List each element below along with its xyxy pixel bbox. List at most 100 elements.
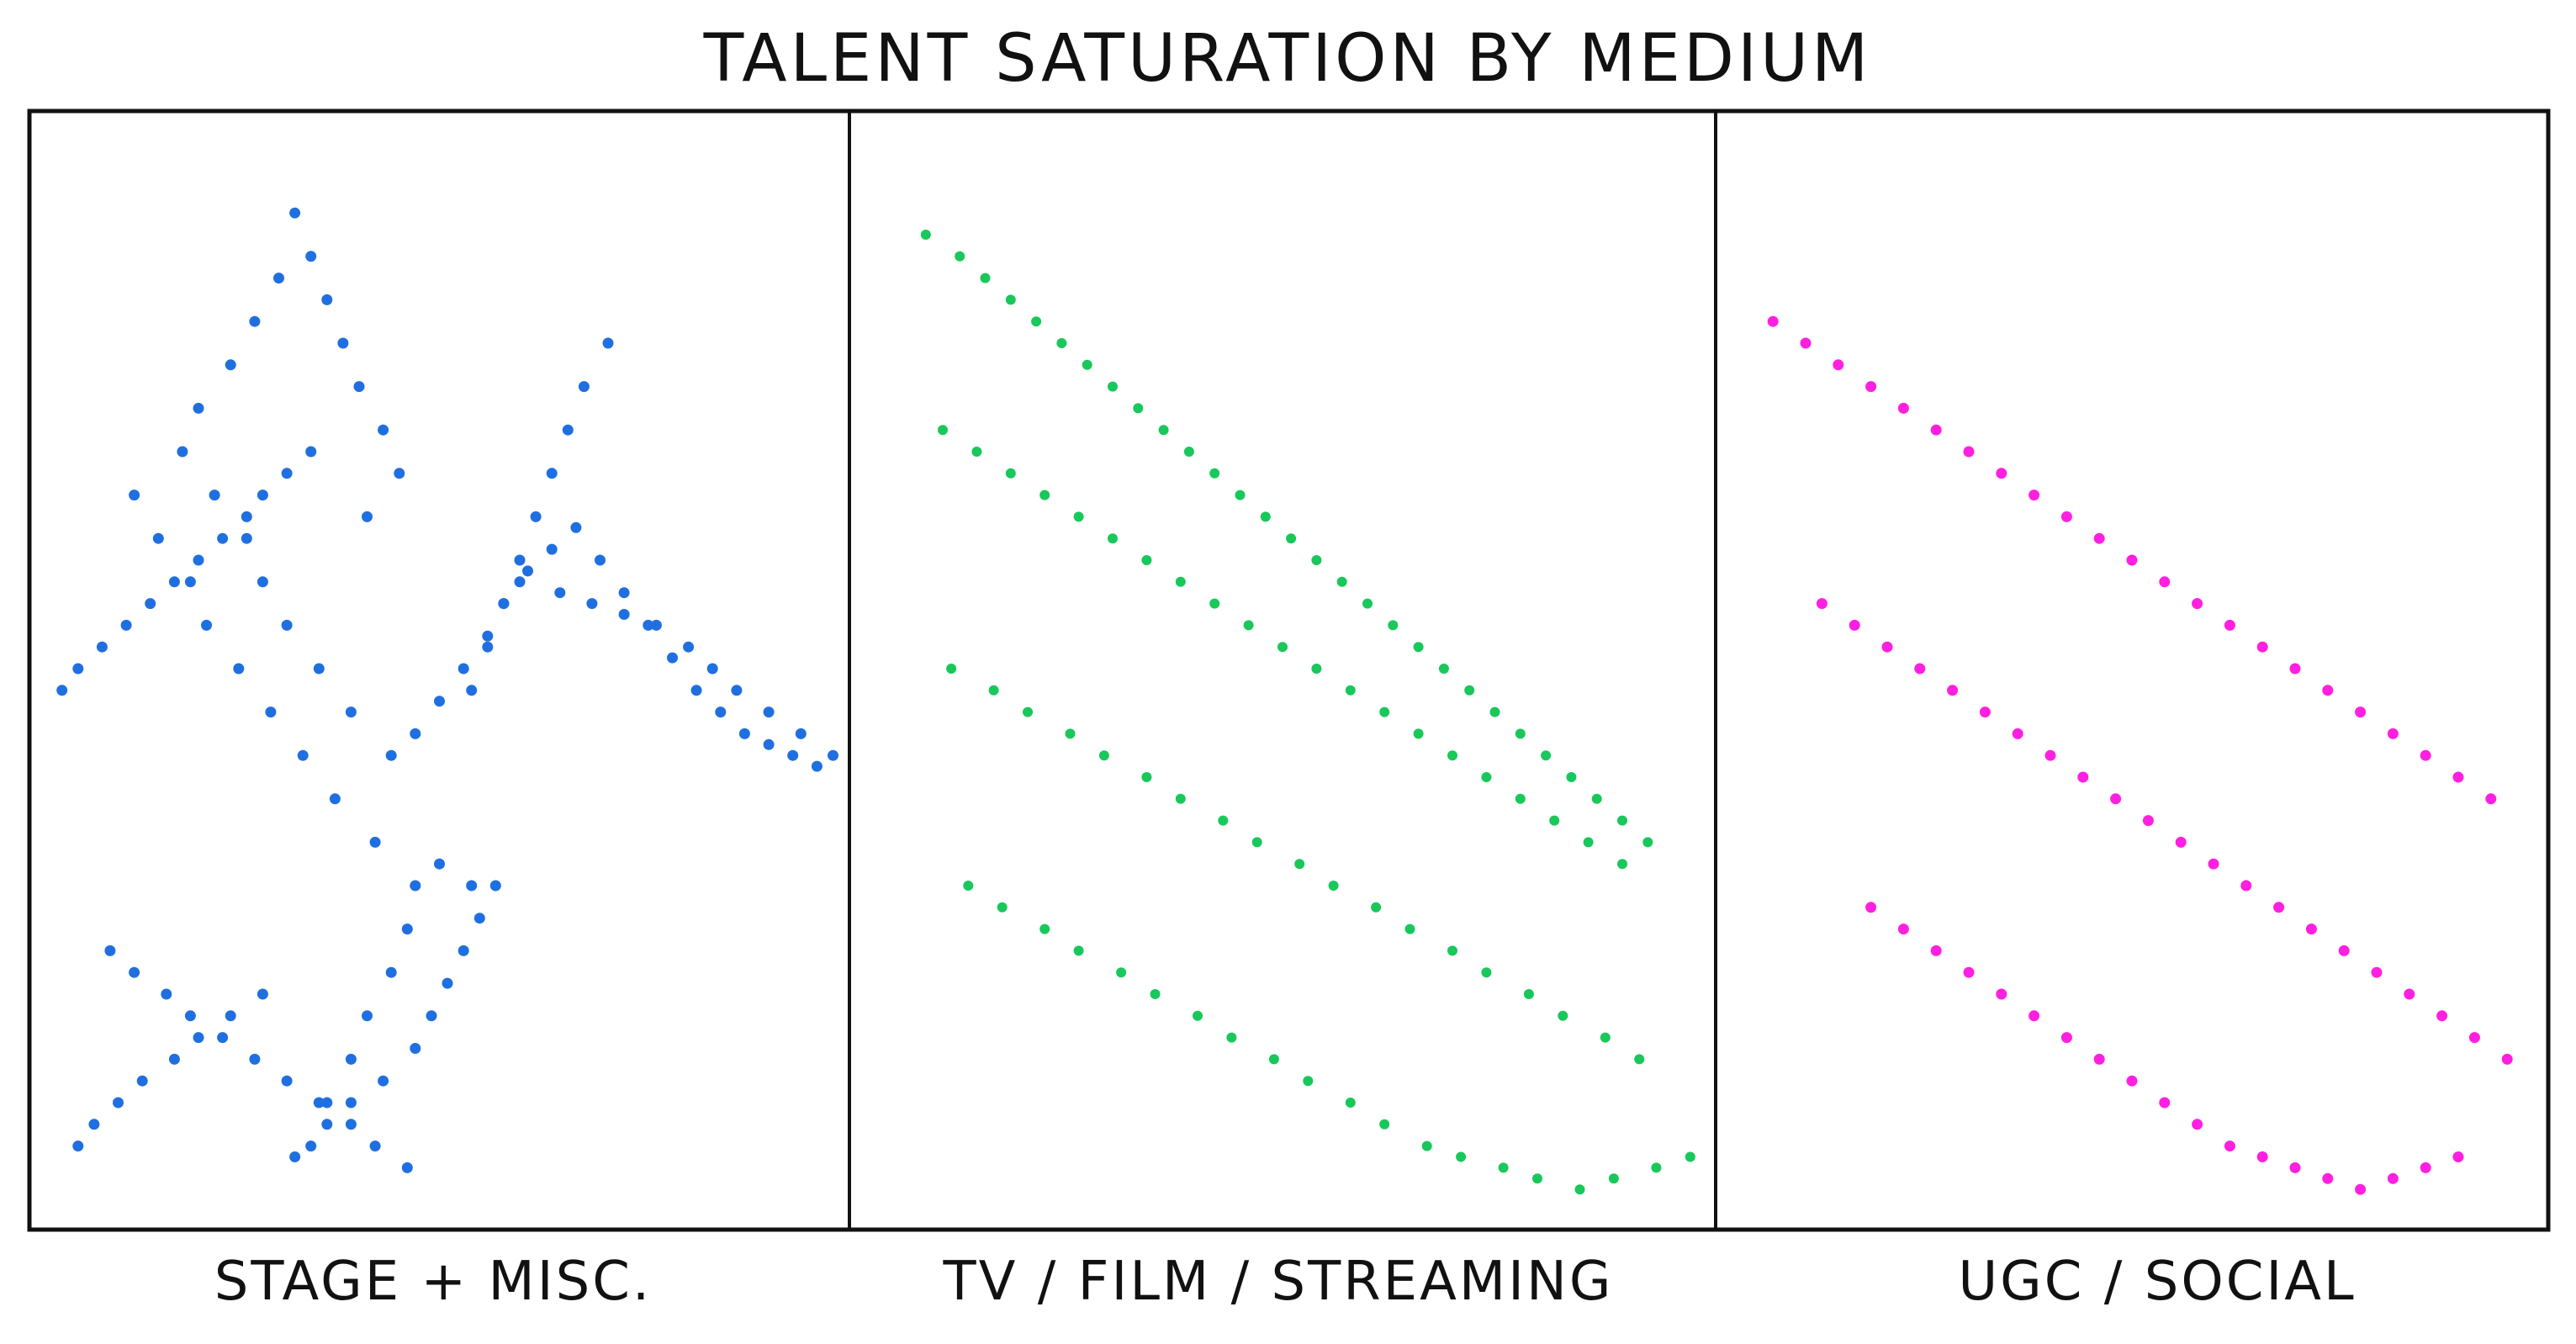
scatter-point — [1800, 337, 1812, 349]
scatter-point — [578, 381, 590, 393]
scatter-point — [466, 685, 478, 696]
scatter-point — [458, 663, 469, 675]
scatter-point — [369, 836, 381, 848]
scatter-point — [1039, 923, 1050, 934]
scatter-point — [562, 424, 574, 436]
scatter-point — [225, 359, 236, 371]
scatter-point — [514, 554, 526, 566]
scatter-point — [145, 598, 156, 610]
scatter-point — [650, 619, 662, 631]
scatter-point — [193, 1032, 204, 1044]
scatter-point — [2256, 1151, 2268, 1162]
scatter-point — [434, 696, 445, 707]
scatter-point — [1515, 728, 1526, 739]
chart-frame — [27, 108, 2551, 1232]
scatter-point — [1642, 837, 1653, 848]
scatter-point — [385, 749, 397, 761]
scatter-point — [988, 685, 999, 696]
scatter-point — [1183, 447, 1194, 457]
scatter-point — [2126, 554, 2138, 566]
scatter-point — [522, 565, 533, 577]
scatter-point — [2322, 1172, 2334, 1184]
scatter-point — [618, 587, 630, 599]
scatter-point — [2387, 728, 2399, 739]
panel-label-stage: STAGE + MISC. — [214, 1251, 653, 1313]
points-layer — [56, 207, 2513, 1195]
scatter-point — [1558, 1010, 1568, 1021]
scatter-point — [168, 1053, 180, 1065]
scatter-point — [1082, 359, 1092, 370]
scatter-point — [337, 337, 349, 349]
scatter-point — [920, 230, 931, 240]
scatter-point — [2256, 641, 2268, 653]
scatter-point — [96, 641, 108, 653]
scatter-point — [289, 1151, 301, 1162]
scatter-point — [2289, 1161, 2301, 1173]
scatter-point — [193, 554, 204, 566]
scatter-point — [1549, 815, 1560, 826]
scatter-point — [2420, 1161, 2431, 1173]
scatter-point — [345, 1053, 357, 1065]
scatter-point — [1963, 966, 1975, 978]
scatter-point — [554, 587, 566, 599]
scatter-point — [2060, 511, 2072, 522]
scatter-point — [345, 706, 357, 718]
scatter-point — [345, 1119, 357, 1130]
scatter-point — [667, 652, 678, 664]
scatter-point — [963, 881, 974, 891]
scatter-point — [1404, 923, 1415, 934]
scatter-point — [1175, 793, 1186, 804]
scatter-point — [482, 630, 494, 642]
scatter-point — [530, 511, 542, 522]
scatter-point — [434, 858, 445, 870]
scatter-point — [586, 598, 598, 610]
scatter-point — [241, 532, 252, 544]
scatter-point — [1515, 793, 1526, 804]
scatter-point — [401, 923, 413, 935]
scatter-point — [795, 728, 807, 739]
scatter-point — [129, 966, 140, 978]
scatter-point — [1243, 620, 1254, 631]
scatter-point — [1209, 468, 1220, 479]
scatter-point — [997, 902, 1008, 913]
scatter-point — [1532, 1173, 1542, 1184]
scatter-point — [1574, 1184, 1585, 1195]
scatter-point — [2044, 749, 2056, 761]
scatter-point — [2305, 923, 2317, 935]
scatter-point — [1523, 989, 1534, 999]
scatter-point — [1345, 1098, 1356, 1108]
scatter-point — [1930, 424, 1942, 436]
scatter-point — [1447, 945, 1457, 956]
scatter-point — [1481, 772, 1492, 782]
scatter-point — [378, 424, 389, 436]
scatter-point — [1979, 706, 1991, 718]
scatter-point — [643, 619, 654, 631]
scatter-point — [1816, 598, 1828, 610]
scatter-point — [458, 945, 469, 956]
scatter-point — [2387, 1172, 2399, 1184]
series-1 — [56, 207, 838, 1173]
scatter-point — [2501, 1053, 2513, 1065]
scatter-point — [104, 945, 116, 956]
scatter-point — [1023, 706, 1033, 717]
scatter-point — [2355, 706, 2367, 718]
scatter-point — [828, 749, 838, 761]
scatter-point — [1947, 685, 1959, 696]
scatter-point — [1447, 750, 1457, 761]
scatter-point — [683, 641, 695, 653]
scatter-point — [313, 663, 325, 675]
scatter-point — [1251, 837, 1262, 848]
scatter-point — [546, 468, 558, 479]
scatter-point — [2224, 1140, 2235, 1152]
scatter-point — [2142, 815, 2154, 827]
scatter-point — [1371, 902, 1382, 913]
scatter-point — [120, 619, 132, 631]
scatter-point — [1865, 902, 1877, 913]
scatter-point — [1438, 664, 1449, 674]
chart-title: TALENT SATURATION BY MEDIUM — [703, 21, 1872, 97]
scatter-point — [1388, 620, 1399, 631]
scatter-point — [1421, 1140, 1432, 1151]
scatter-point — [184, 1010, 196, 1022]
scatter-point — [249, 315, 261, 327]
scatter-point — [2159, 576, 2171, 588]
